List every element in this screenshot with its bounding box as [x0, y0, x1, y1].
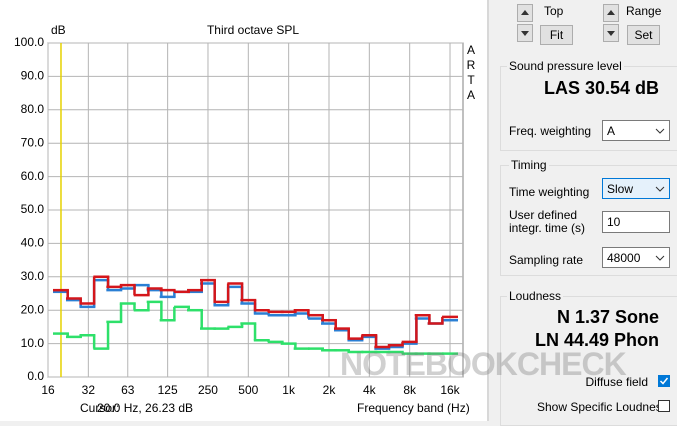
sampling-rate-value: 48000 — [607, 251, 641, 265]
y-unit: dB — [51, 23, 66, 37]
time-weighting-label: Time weighting — [509, 185, 590, 199]
arta-label: ARTA — [464, 43, 478, 103]
freq-weighting-label: Freq. weighting — [509, 124, 592, 138]
timing-title: Timing — [509, 158, 549, 172]
timing-group — [500, 165, 677, 276]
x-tick-label: 4k — [363, 383, 377, 397]
chart-title: Third octave SPL — [207, 23, 299, 37]
integr-time-input[interactable]: 10 — [602, 211, 670, 233]
y-tick-label: 90.0 — [21, 69, 45, 83]
side-panel: Top Fit Range Set Sound pressure level L… — [487, 0, 677, 426]
integr-time-label: User defined integr. time (s) — [509, 208, 586, 235]
spl-title: Sound pressure level — [507, 59, 624, 73]
y-tick-label: 70.0 — [21, 135, 45, 149]
time-weighting-value: Slow — [607, 182, 634, 196]
cursor-readout: 20.0 Hz, 26.23 dB — [97, 401, 193, 415]
x-tick-label: 63 — [121, 383, 135, 397]
range-down[interactable] — [603, 24, 619, 42]
freq-weighting-select[interactable]: A — [602, 120, 670, 141]
y-tick-label: 60.0 — [21, 169, 45, 183]
y-tick-label: 80.0 — [21, 102, 45, 116]
show-specific-label: Show Specific Loudness — [537, 400, 668, 414]
sampling-rate-select[interactable]: 48000 — [602, 247, 670, 268]
y-tick-label: 50.0 — [21, 202, 45, 216]
x-tick-label: 125 — [158, 383, 178, 397]
diffuse-field-checkbox[interactable] — [658, 375, 670, 387]
x-tick-label: 8k — [403, 383, 417, 397]
range-label: Range — [626, 4, 662, 18]
top-label: Top — [544, 4, 564, 18]
y-tick-label: 100.0 — [14, 35, 44, 49]
x-tick-label: 250 — [198, 383, 218, 397]
time-weighting-select[interactable]: Slow — [602, 178, 670, 199]
x-axis-label: Frequency band (Hz) — [357, 401, 470, 415]
chart: Third octave SPL dB Cursor: 20.0 Hz, 26.… — [0, 0, 487, 421]
cursor-label: Cursor: — [80, 401, 119, 415]
watermark: NOTEBOOKCHECK — [340, 346, 627, 382]
diffuse-field-label: Diffuse field — [585, 375, 648, 389]
x-tick-label: 16k — [440, 383, 460, 397]
freq-weighting-value: A — [607, 124, 616, 138]
y-tick-label: 10.0 — [21, 336, 45, 350]
x-tick-label: 32 — [82, 383, 96, 397]
y-tick-label: 0.0 — [27, 369, 44, 383]
set-button[interactable]: Set — [627, 25, 660, 45]
top-up[interactable] — [517, 4, 533, 22]
top-down[interactable] — [517, 24, 533, 42]
sampling-rate-label: Sampling rate — [509, 253, 584, 267]
show-specific-checkbox[interactable] — [658, 400, 670, 412]
fit-button[interactable]: Fit — [540, 25, 573, 45]
n-reading: N 1.37 Sone — [556, 307, 659, 327]
ln-reading: LN 44.49 Phon — [534, 330, 659, 350]
x-tick-label: 1k — [282, 383, 296, 397]
range-up[interactable] — [603, 4, 619, 22]
x-tick-label: 16 — [41, 383, 55, 397]
y-tick-label: 40.0 — [21, 236, 45, 250]
x-tick-label: 2k — [323, 383, 337, 397]
y-tick-label: 20.0 — [21, 302, 45, 316]
loudness-title: Loudness — [507, 289, 564, 303]
y-tick-label: 30.0 — [21, 269, 45, 283]
x-tick-label: 500 — [238, 383, 258, 397]
spl-reading: LAS 30.54 dB — [543, 78, 659, 98]
